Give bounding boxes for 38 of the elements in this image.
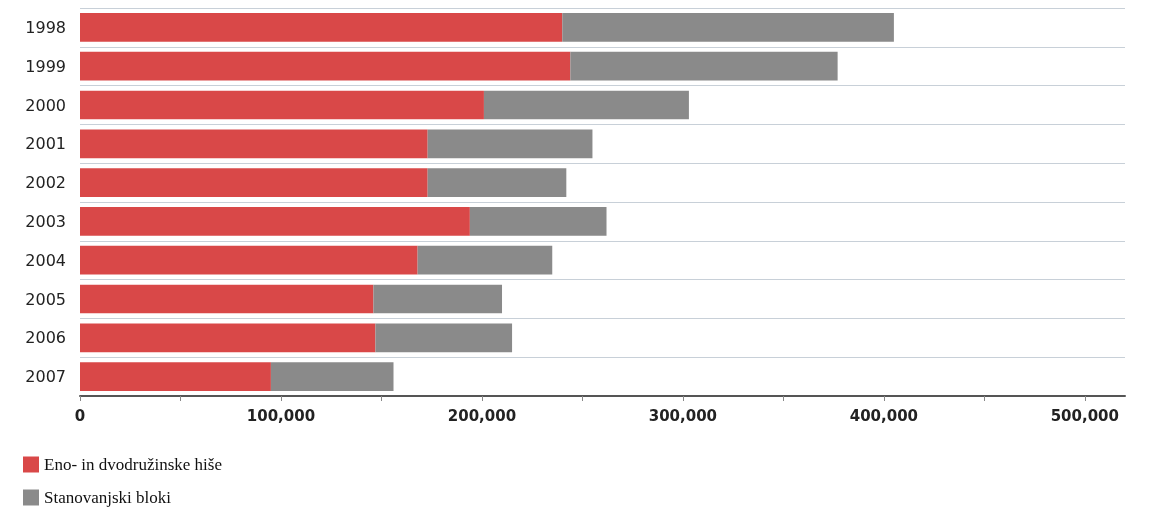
bar xyxy=(80,90,484,120)
y-tick-label: 1998 xyxy=(25,17,66,37)
legend-label: Stanovanjski bloki xyxy=(44,488,172,507)
bar xyxy=(562,13,894,42)
bar xyxy=(80,168,428,197)
y-tick-label: 2005 xyxy=(25,289,66,309)
y-tick-label: 2003 xyxy=(25,211,66,231)
bar xyxy=(427,129,593,159)
bar xyxy=(270,362,394,391)
bar xyxy=(469,207,607,236)
bar xyxy=(80,245,418,275)
y-tick-label: 2000 xyxy=(25,95,66,115)
bar xyxy=(375,323,513,353)
bar xyxy=(80,13,563,42)
legend-label: Eno- in dvodružinske hiše xyxy=(44,455,222,474)
bar xyxy=(80,129,428,159)
bar xyxy=(80,323,376,353)
x-tick-label: 100,000 xyxy=(246,406,316,425)
bar xyxy=(417,245,553,275)
bar xyxy=(80,51,571,81)
x-tick-label: 0 xyxy=(74,406,86,425)
bar xyxy=(80,207,470,236)
x-tick-label: 400,000 xyxy=(849,406,919,425)
x-tick-label: 200,000 xyxy=(447,406,517,425)
bar xyxy=(427,168,567,197)
y-tick-label: 2002 xyxy=(25,173,66,193)
bar xyxy=(80,284,374,314)
bar xyxy=(483,90,689,120)
y-tick-label: 1999 xyxy=(25,56,66,76)
y-tick-label: 2004 xyxy=(25,250,66,270)
bar xyxy=(373,284,503,314)
y-tick-label: 2006 xyxy=(25,328,66,348)
x-tick-label: 500,000 xyxy=(1050,406,1119,425)
y-tick-label: 2001 xyxy=(25,134,66,154)
x-tick-label: 300,000 xyxy=(648,406,718,425)
bar xyxy=(570,51,838,81)
y-tick-label: 2007 xyxy=(25,367,66,387)
bar xyxy=(80,362,271,391)
